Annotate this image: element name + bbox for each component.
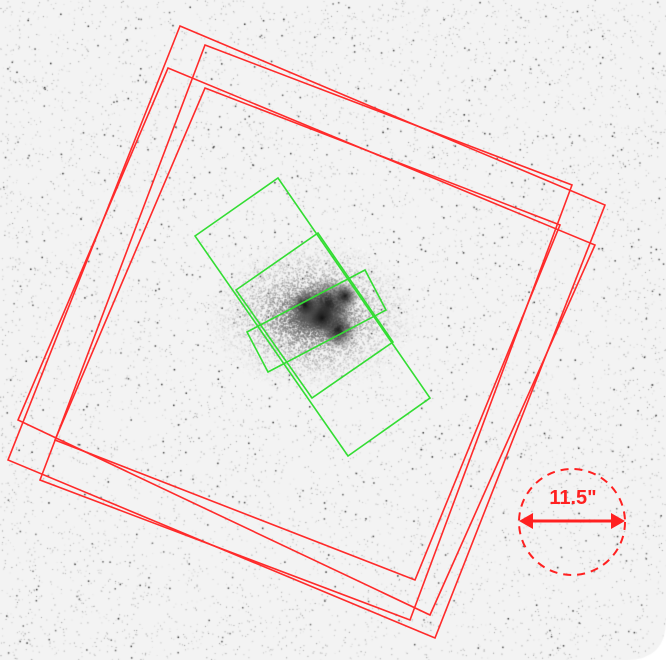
scale-arrow-right-icon <box>611 513 625 529</box>
green-box-large[interactable] <box>193 176 432 458</box>
red-footprint-2[interactable] <box>38 43 574 622</box>
scale-circle <box>518 468 626 576</box>
scale-label: 11.5" <box>549 487 596 509</box>
scale-bar: 11.5" <box>518 468 626 576</box>
green-footprints <box>193 176 432 458</box>
red-footprint-4[interactable] <box>53 86 562 582</box>
red-footprint-1[interactable] <box>6 24 607 640</box>
red-footprint-3[interactable] <box>16 66 597 617</box>
green-box-small[interactable] <box>245 268 388 374</box>
red-footprints <box>6 24 607 640</box>
green-box-mid[interactable] <box>234 231 395 400</box>
scale-arrow-left-icon <box>519 513 533 529</box>
